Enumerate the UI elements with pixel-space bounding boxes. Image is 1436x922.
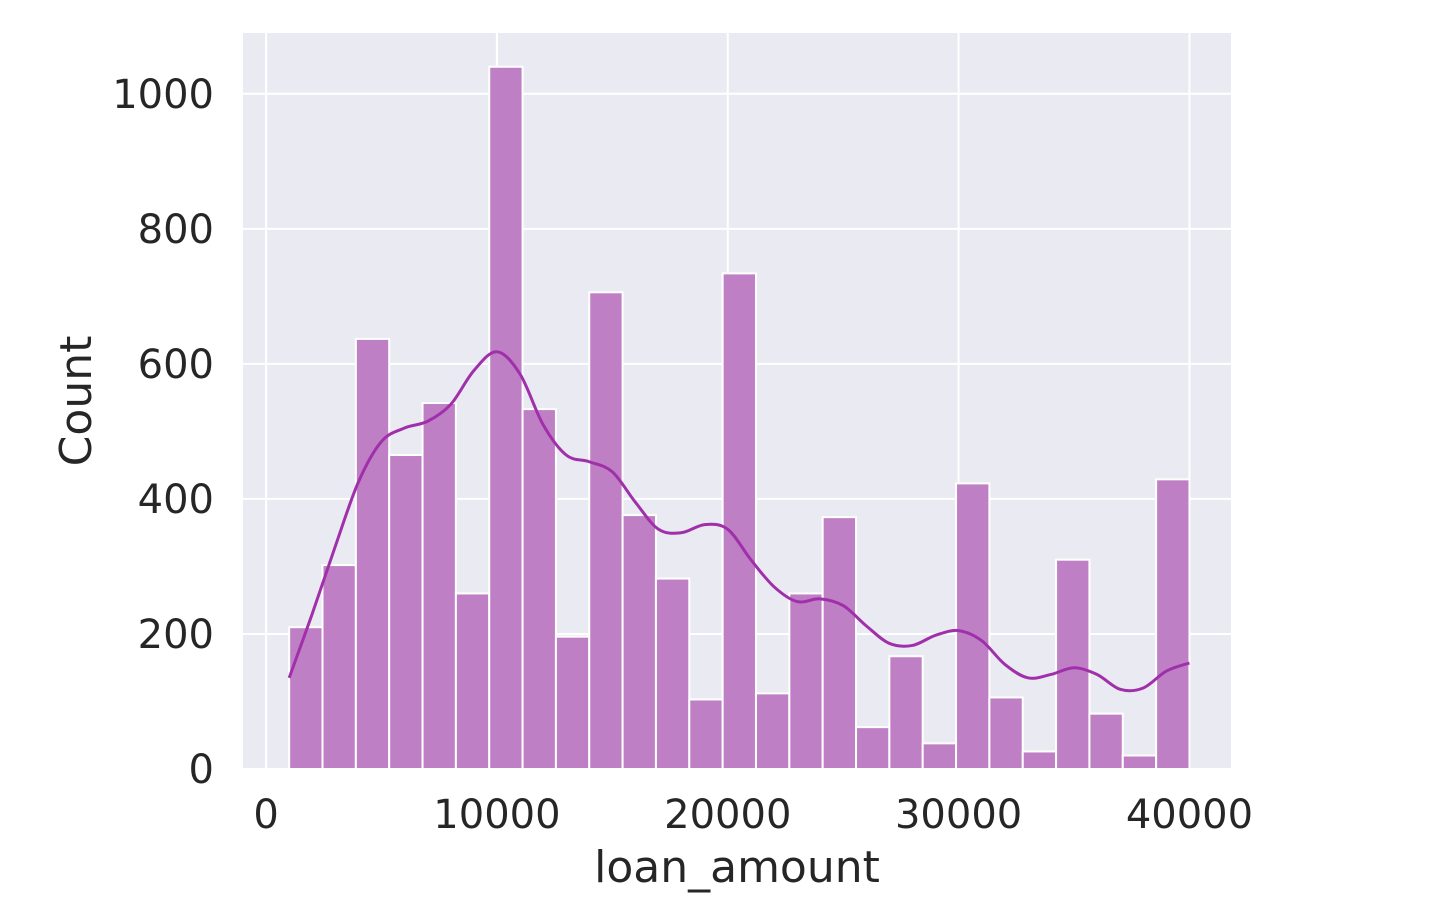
x-tick-label: 40000 <box>1126 792 1253 838</box>
kde-curve <box>287 350 1190 693</box>
y-tick-label: 1000 <box>112 72 214 118</box>
histogram-bar <box>1155 478 1191 770</box>
histogram-bar <box>1088 712 1124 770</box>
x-tick-label: 0 <box>253 792 278 838</box>
x-tick-label: 10000 <box>433 792 560 838</box>
histogram-bars <box>288 65 1191 771</box>
histogram-bar <box>888 655 924 770</box>
y-tick-label: 400 <box>138 477 214 523</box>
histogram-bar <box>855 726 891 771</box>
histogram-bar <box>1021 750 1058 770</box>
histogram-bar <box>988 696 1024 770</box>
histogram-bar <box>521 408 557 770</box>
y-tick-label: 200 <box>138 612 214 658</box>
histogram-bar <box>754 692 791 771</box>
y-tick-label: 600 <box>138 342 214 388</box>
y-axis-label: Count <box>51 336 102 467</box>
x-tick-label: 30000 <box>895 792 1022 838</box>
y-tick-label: 0 <box>189 747 214 793</box>
y-axis-ticks: 0 200 400 600 800 1000 <box>112 72 214 793</box>
histogram-bar <box>454 592 491 770</box>
histogram-bar <box>721 272 757 770</box>
histogram-bar <box>955 482 991 770</box>
histogram-bar <box>554 635 591 770</box>
histogram-bar <box>588 291 624 770</box>
histogram-bar <box>688 698 724 770</box>
histogram-bar <box>421 402 457 770</box>
histogram-bar <box>1055 558 1091 770</box>
x-axis-label: loan_amount <box>594 842 880 893</box>
histogram-bar <box>288 626 324 771</box>
x-axis-ticks: 0 10000 20000 30000 40000 <box>253 792 1253 838</box>
histogram-bar <box>354 337 391 770</box>
histogram-bar <box>488 65 524 770</box>
histogram-bar <box>621 514 657 771</box>
histogram-bar <box>1121 754 1158 771</box>
histogram-bar <box>654 577 691 770</box>
histogram-bar <box>821 516 858 771</box>
histogram-bar <box>321 564 357 771</box>
x-tick-label: 20000 <box>664 792 791 838</box>
y-tick-label: 800 <box>138 207 214 253</box>
histogram-bar <box>788 592 824 770</box>
histogram-bar <box>388 454 424 770</box>
histogram-bar <box>921 742 958 771</box>
